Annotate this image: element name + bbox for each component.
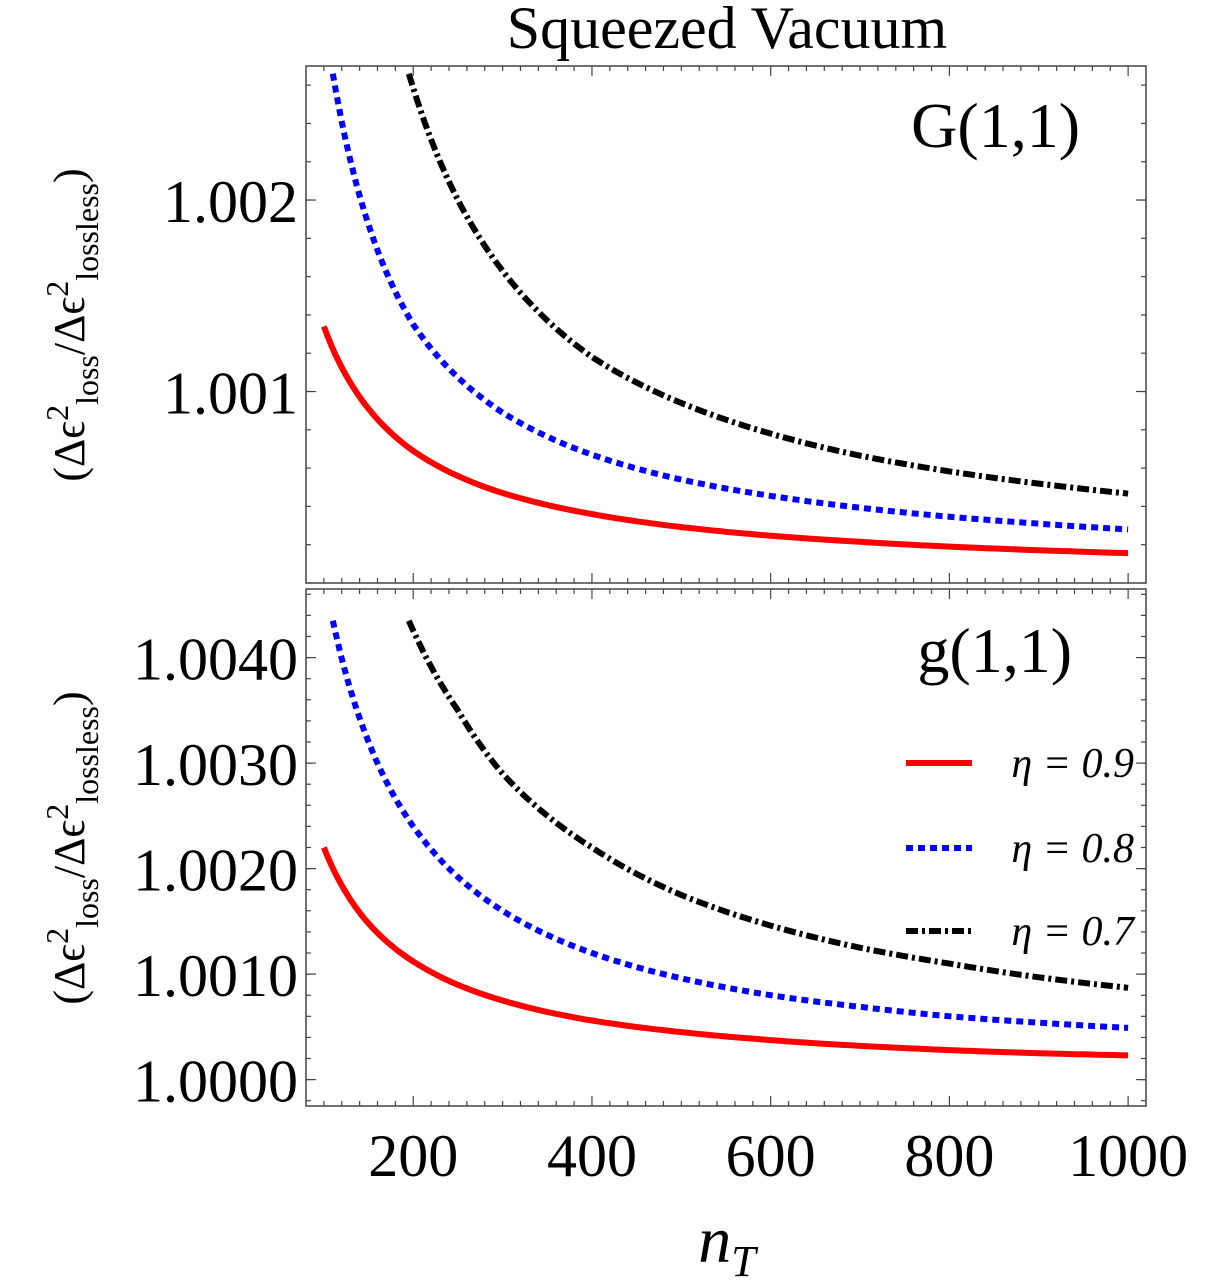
legend-label-3: η = 0.7 <box>1011 909 1136 955</box>
y-axis-label-part: loss <box>69 878 105 928</box>
y-axis-label: (Δϵ2loss/Δϵ2lossless) <box>39 168 105 481</box>
y-axis-label-part: (Δϵ <box>45 944 94 1005</box>
x-axis-label-subscript: T <box>731 1237 759 1286</box>
y-axis-label-part: lossless <box>69 706 105 804</box>
y-tick-label: 1.002 <box>163 169 298 235</box>
series-line-1 <box>321 325 1129 557</box>
legend-label-1: η = 0.9 <box>1011 741 1134 787</box>
y-tick-label: 1.0040 <box>133 627 298 693</box>
plot-frame <box>305 65 1147 584</box>
y-axis-label-part: 2 <box>39 405 75 421</box>
series-line-3 <box>405 72 1129 497</box>
legend-label-2: η = 0.8 <box>1011 826 1134 872</box>
y-tick-label: 1.0030 <box>133 732 298 798</box>
y-tick-label: 1.0010 <box>133 943 298 1009</box>
chart-title: Squeezed Vacuum <box>507 0 947 61</box>
series-line-1 <box>321 846 1129 1059</box>
y-axis-label-part: 2 <box>39 281 75 297</box>
y-axis-label-part: lossless <box>69 183 105 281</box>
y-axis-label-part: 2 <box>39 928 75 944</box>
y-axis-label-part: ) <box>45 168 94 183</box>
y-axis-label-part: /Δϵ <box>45 297 94 355</box>
series-line-2 <box>329 73 1129 533</box>
x-tick-label: 800 <box>904 1123 994 1189</box>
x-tick-label: 400 <box>547 1123 637 1189</box>
series-line-2 <box>329 620 1129 1031</box>
y-axis-label-part: (Δϵ <box>45 421 94 482</box>
panel-label: G(1,1) <box>911 90 1080 161</box>
y-axis-label-part: 2 <box>39 804 75 820</box>
panel-label: g(1,1) <box>917 615 1072 686</box>
legend: η = 0.9 η = 0.8 η = 0.7 <box>906 741 1136 955</box>
y-axis-label: (Δϵ2loss/Δϵ2lossless) <box>39 691 105 1004</box>
x-tick-label: 200 <box>368 1123 458 1189</box>
y-tick-label: 1.0000 <box>133 1049 298 1115</box>
x-axis-label-main: n <box>698 1204 731 1277</box>
y-tick-label: 1.001 <box>163 361 298 427</box>
series-line-3 <box>406 619 1129 991</box>
x-tick-label: 1000 <box>1068 1123 1188 1189</box>
x-tick-label: 600 <box>726 1123 816 1189</box>
x-axis-label: nT <box>698 1204 759 1286</box>
y-axis-label-part: /Δϵ <box>45 820 94 878</box>
x-axis-tick-labels: 200 400 600 800 1000 <box>368 1123 1188 1189</box>
y-axis-label-part: ) <box>45 691 94 706</box>
y-tick-label: 1.0020 <box>133 838 298 904</box>
y-axis-label-part: loss <box>69 355 105 405</box>
